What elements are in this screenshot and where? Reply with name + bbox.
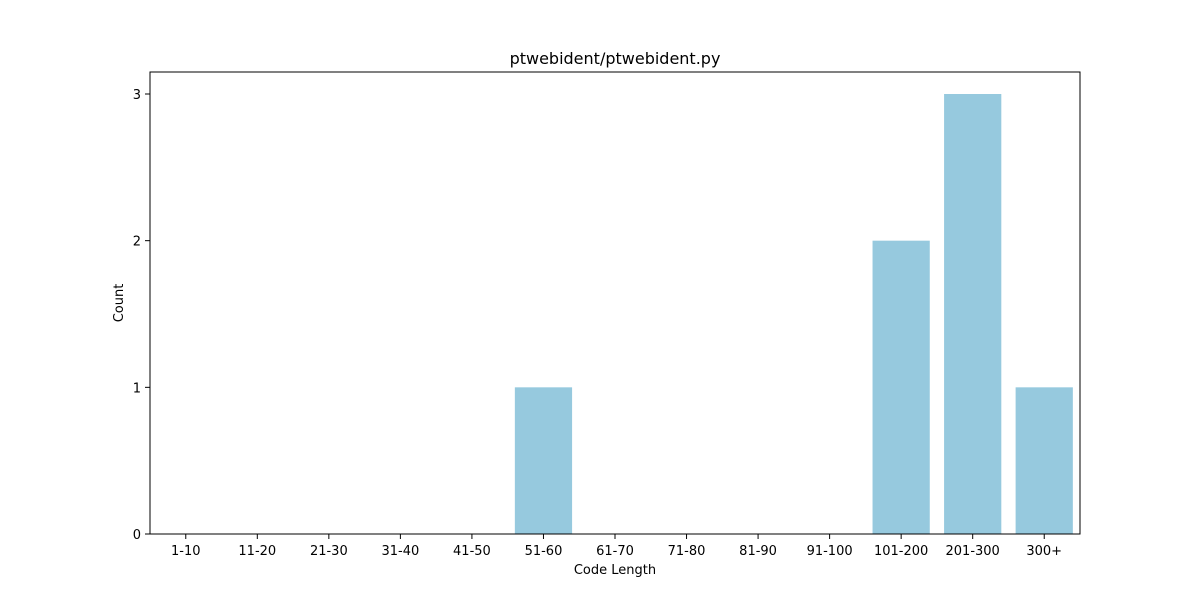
plot-frame: [149, 71, 1081, 535]
x-tick-label: 101-200: [874, 544, 928, 559]
x-axis-label: Code Length: [574, 563, 656, 578]
x-tick-label: 91-100: [807, 544, 853, 559]
x-tick-label: 41-50: [453, 544, 491, 559]
y-tick-label: 3: [133, 88, 141, 103]
x-tick-label: 81-90: [739, 544, 777, 559]
y-axis-label: Count: [112, 284, 127, 323]
bars-layer: [514, 94, 1073, 535]
chart-title: ptwebident/ptwebident.py: [510, 49, 721, 68]
x-tick-label: 31-40: [381, 544, 419, 559]
y-tick-label: 2: [133, 235, 141, 250]
y-axis: 0 1 2 3: [133, 88, 150, 543]
x-tick-label: 1-10: [171, 544, 201, 559]
x-tick-label: 11-20: [238, 544, 276, 559]
x-tick-label: 61-70: [596, 544, 634, 559]
bar-51-60: [514, 387, 573, 534]
x-tick-label: 201-300: [946, 544, 1000, 559]
x-axis: 1-10 11-20 21-30 31-40 41-50 51-60 61-70 71-80 8…: [171, 534, 1062, 559]
x-tick-label: 51-60: [525, 544, 563, 559]
x-tick-label: 71-80: [668, 544, 706, 559]
bar-300+: [1015, 387, 1073, 534]
bar-201-300: [944, 94, 1002, 534]
x-tick-label: 300+: [1026, 544, 1062, 559]
y-tick-label: 0: [133, 528, 141, 543]
bar-101-200: [872, 240, 930, 535]
y-tick-label: 1: [133, 381, 141, 396]
x-tick-label: 21-30: [310, 544, 348, 559]
